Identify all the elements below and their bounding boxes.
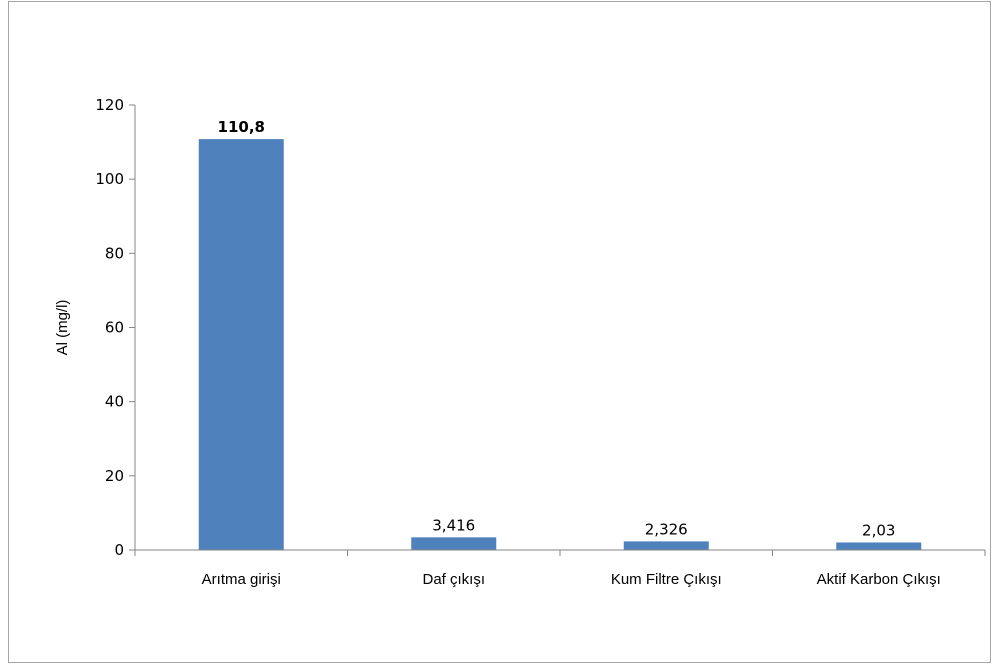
y-tick-label: 0	[114, 541, 124, 559]
category-label: Arıtma girişi	[202, 571, 281, 588]
bar	[836, 542, 922, 550]
category-label: Daf çıkışı	[422, 571, 485, 588]
y-tick-label: 100	[95, 170, 124, 188]
bar	[198, 139, 284, 550]
data-label: 2,03	[862, 521, 895, 539]
data-label: 110,8	[218, 118, 265, 136]
chart-frame	[8, 1, 991, 663]
category-labels: Arıtma girişi Daf çıkışı Kum Filtre Çıkışı…	[202, 571, 941, 588]
y-axis-ticks: 0 20 40 60 80 100 120	[95, 96, 986, 559]
category-label: Aktif Karbon Çıkışı	[817, 571, 941, 588]
data-label: 3,416	[432, 516, 475, 534]
y-tick-label: 20	[105, 467, 124, 485]
data-labels: 110,8 3,416 2,326 2,03	[218, 118, 896, 539]
category-label: Kum Filtre Çıkışı	[611, 571, 722, 588]
y-tick-label: 60	[105, 319, 124, 337]
bar	[411, 537, 497, 550]
y-tick-label: 80	[105, 244, 124, 262]
y-axis-title: Al (mg/l)	[54, 300, 71, 356]
bars	[198, 139, 922, 550]
y-tick-label: 120	[95, 96, 124, 114]
y-tick-label: 40	[105, 393, 124, 411]
bar	[623, 541, 709, 550]
data-label: 2,326	[645, 520, 688, 538]
